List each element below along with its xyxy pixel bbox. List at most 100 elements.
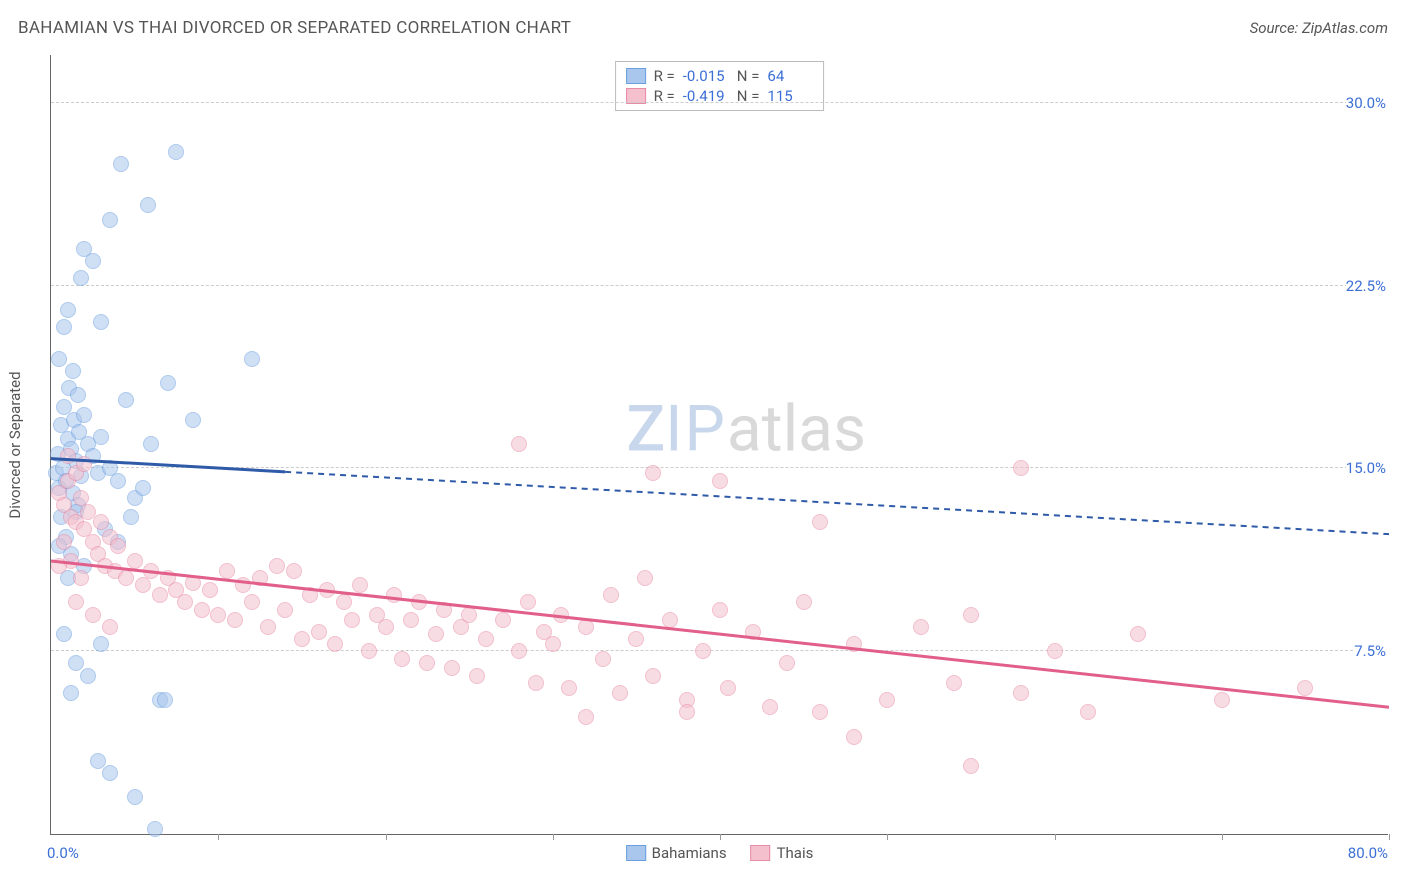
stats-row-thais: R = -0.419 N = 115 (626, 86, 814, 106)
scatter-point (1013, 460, 1029, 476)
scatter-point (436, 602, 452, 618)
scatter-point (93, 514, 109, 530)
scatter-point (202, 582, 218, 598)
scatter-point (65, 363, 81, 379)
scatter-point (628, 631, 644, 647)
legend-label-thais: Thais (777, 844, 814, 862)
scatter-point (720, 680, 736, 696)
scatter-point (143, 563, 159, 579)
scatter-point (578, 619, 594, 635)
x-tick (720, 834, 721, 840)
scatter-point (352, 577, 368, 593)
scatter-point (135, 480, 151, 496)
scatter-point (110, 538, 126, 554)
scatter-point (913, 619, 929, 635)
scatter-point (603, 587, 619, 603)
scatter-point (76, 456, 92, 472)
scatter-point (963, 607, 979, 623)
scatter-point (60, 302, 76, 318)
scatter-point (645, 465, 661, 481)
scatter-point (327, 636, 343, 652)
scatter-point (110, 473, 126, 489)
scatter-point (56, 319, 72, 335)
bottom-legend: Bahamians Thais (626, 844, 814, 862)
scatter-point (695, 643, 711, 659)
scatter-point (260, 619, 276, 635)
scatter-point (461, 607, 477, 623)
scatter-point (520, 594, 536, 610)
x-tick (553, 834, 554, 840)
scatter-point (51, 558, 67, 574)
scatter-point (394, 651, 410, 667)
scatter-point (1130, 626, 1146, 642)
scatter-point (812, 704, 828, 720)
scatter-point (336, 594, 352, 610)
scatter-point (528, 675, 544, 691)
stats-legend-box: R = -0.015 N = 64 R = -0.419 N = 115 (615, 61, 825, 111)
scatter-point (561, 680, 577, 696)
scatter-point (160, 375, 176, 391)
scatter-point (51, 351, 67, 367)
scatter-point (102, 619, 118, 635)
scatter-point (68, 594, 84, 610)
scatter-point (219, 563, 235, 579)
scatter-point (428, 626, 444, 642)
scatter-point (762, 699, 778, 715)
x-tick (218, 834, 219, 840)
x-tick (1389, 834, 1390, 840)
scatter-point (645, 668, 661, 684)
scatter-point (235, 577, 251, 593)
n-value-bahamians: 64 (767, 67, 813, 85)
r-label: R = (654, 67, 675, 85)
scatter-point (93, 636, 109, 652)
watermark-ip: IP (665, 391, 727, 466)
scatter-point (779, 655, 795, 671)
scatter-point (118, 392, 134, 408)
scatter-point (511, 436, 527, 452)
scatter-point (113, 156, 129, 172)
scatter-point (140, 197, 156, 213)
scatter-point (80, 668, 96, 684)
x-axis-min-label: 0.0% (47, 844, 79, 862)
scatter-point (185, 412, 201, 428)
scatter-point (102, 212, 118, 228)
scatter-point (118, 570, 134, 586)
scatter-point (73, 570, 89, 586)
scatter-point (76, 241, 92, 257)
scatter-point (244, 351, 260, 367)
scatter-point (578, 709, 594, 725)
scatter-point (963, 758, 979, 774)
scatter-point (553, 607, 569, 623)
scatter-point (361, 643, 377, 659)
scatter-point (419, 655, 435, 671)
scatter-point (143, 436, 159, 452)
x-tick (887, 834, 888, 840)
scatter-point (127, 553, 143, 569)
scatter-point (60, 448, 76, 464)
scatter-point (302, 587, 318, 603)
y-tick-label: 7.5% (1354, 642, 1390, 660)
y-tick-label: 30.0% (1346, 94, 1390, 112)
scatter-point (194, 602, 210, 618)
scatter-point (294, 631, 310, 647)
y-axis-label: Divorced or Separated (6, 371, 24, 518)
scatter-point (319, 582, 335, 598)
scatter-point (244, 594, 260, 610)
legend-item-thais: Thais (751, 844, 814, 862)
scatter-point (227, 612, 243, 628)
scatter-point (286, 563, 302, 579)
scatter-point (545, 636, 561, 652)
scatter-point (85, 607, 101, 623)
scatter-point (846, 729, 862, 745)
scatter-point (102, 765, 118, 781)
scatter-point (879, 692, 895, 708)
trend-lines (51, 54, 1389, 834)
scatter-point (846, 636, 862, 652)
scatter-point (946, 675, 962, 691)
legend-label-bahamians: Bahamians (652, 844, 727, 862)
scatter-point (152, 587, 168, 603)
scatter-point (411, 594, 427, 610)
y-tick-label: 22.5% (1346, 277, 1390, 295)
scatter-point (812, 514, 828, 530)
scatter-point (386, 587, 402, 603)
